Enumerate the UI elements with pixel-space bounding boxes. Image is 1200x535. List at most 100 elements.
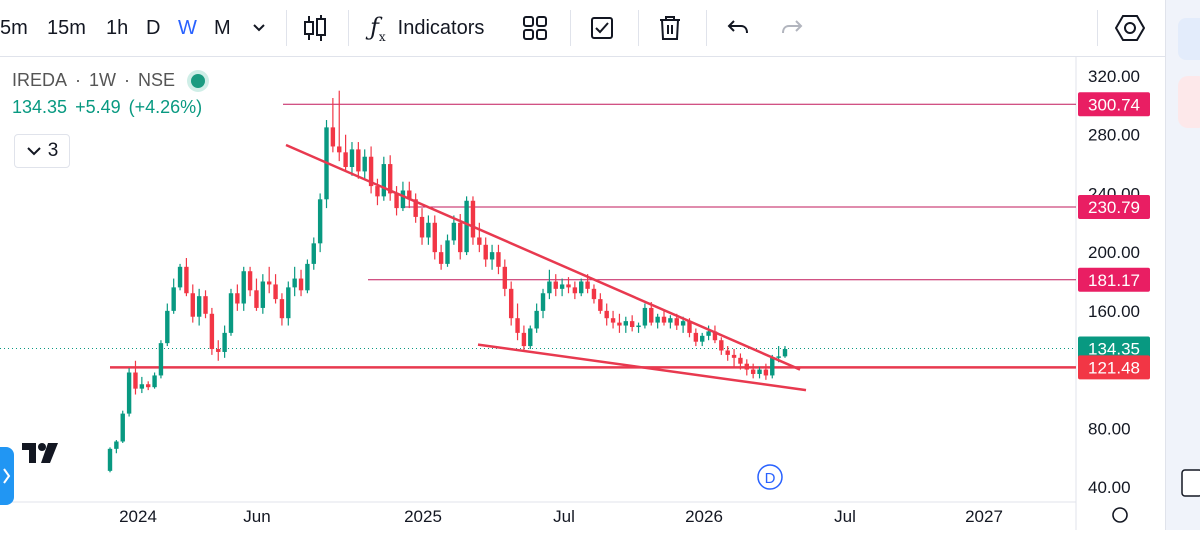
- candle-body: [725, 350, 730, 355]
- indicators-button[interactable]: ƒx Indicators: [370, 0, 484, 56]
- time-axis[interactable]: 2024 Jun 2025 Jul 2026 Jul 2027: [119, 507, 1128, 526]
- undo-icon[interactable]: [726, 0, 750, 56]
- x-tick-label: Jun: [243, 507, 270, 526]
- candle-body: [483, 244, 488, 260]
- price-label-badge: [1078, 267, 1150, 292]
- candle-body: [629, 321, 635, 328]
- candle-body: [464, 200, 469, 253]
- buy-button-edge[interactable]: [1178, 18, 1200, 60]
- symbol-line[interactable]: IREDA · 1W · NSE: [12, 70, 206, 91]
- chart-plot-area: [0, 56, 1077, 530]
- separator-dot: ·: [124, 70, 131, 90]
- interval-15m[interactable]: 15m: [47, 16, 86, 39]
- interval-5m[interactable]: 5m: [0, 16, 28, 39]
- candle-body: [776, 356, 781, 358]
- candle-body: [559, 284, 565, 289]
- interval-1h[interactable]: 1h: [106, 16, 129, 39]
- symbol-exchange: NSE: [138, 70, 176, 90]
- candle-body: [279, 299, 285, 319]
- candle-body: [120, 413, 125, 442]
- panel-toggle-icon[interactable]: [1181, 469, 1200, 497]
- chart-canvas[interactable]: 40.0080.00120.00160.00200.00240.00280.00…: [0, 56, 1165, 530]
- checkbox-alert-icon[interactable]: [590, 0, 614, 56]
- indicators-collapse-button[interactable]: 3: [14, 134, 70, 168]
- candle-body: [763, 369, 769, 376]
- event-markers: D: [757, 464, 783, 490]
- candle-body: [617, 322, 622, 326]
- candle-body: [228, 293, 234, 333]
- candle-body: [572, 287, 578, 294]
- candle-body: [528, 328, 533, 347]
- left-panel-toggle[interactable]: [0, 447, 14, 505]
- candle-body: [330, 127, 336, 147]
- y-tick-label: 280.00: [1088, 126, 1140, 145]
- chevron-down-icon: [26, 147, 41, 156]
- axis-settings-icon[interactable]: [1112, 507, 1128, 523]
- y-tick-label: 200.00: [1088, 243, 1140, 262]
- candle-body: [445, 240, 450, 264]
- candle-body: [337, 146, 342, 153]
- x-tick-label: 2027: [965, 507, 1003, 526]
- candle-body: [273, 284, 278, 300]
- y-tick-label: 160.00: [1088, 302, 1140, 321]
- price-label-text: 300.74: [1088, 95, 1140, 114]
- candle-body: [298, 278, 304, 291]
- candle-body: [712, 331, 718, 341]
- toolbar-divider: [638, 10, 639, 46]
- candle-body: [426, 222, 431, 238]
- redo-icon[interactable]: [780, 0, 804, 56]
- candle-body: [349, 149, 355, 168]
- candle-body: [407, 190, 412, 200]
- interval-d[interactable]: D: [146, 16, 161, 39]
- candle-body: [521, 332, 527, 347]
- candle-body: [700, 335, 705, 342]
- price-label-badge: [1078, 92, 1150, 117]
- candle-body: [438, 252, 444, 264]
- toolbar-divider: [286, 10, 287, 46]
- x-tick-label: 2026: [685, 507, 723, 526]
- last-price: 134.35: [12, 97, 68, 117]
- price-label-text: 134.35: [1088, 340, 1140, 359]
- candle-body: [139, 384, 145, 389]
- sell-button-edge[interactable]: [1178, 76, 1200, 128]
- candle-body: [356, 149, 361, 172]
- upper-trendline: [285, 143, 801, 371]
- dividend-marker-icon[interactable]: [757, 464, 783, 490]
- candle-body: [744, 363, 749, 370]
- price-label-text: 230.79: [1088, 198, 1140, 217]
- price-axis[interactable]: 40.0080.00120.00160.00200.00240.00280.00…: [1078, 67, 1150, 497]
- layout-grid-icon[interactable]: [522, 0, 548, 56]
- indicators-label: Indicators: [397, 16, 485, 39]
- candle-body: [508, 288, 514, 319]
- interval-dropdown-chevron-icon[interactable]: [252, 0, 266, 56]
- candle-body: [171, 287, 176, 311]
- market-status-dot[interactable]: [191, 73, 206, 88]
- candle-body: [394, 193, 399, 209]
- candle-body: [642, 307, 648, 326]
- candle-body: [477, 237, 482, 245]
- candle-body: [566, 284, 571, 288]
- candle-style-icon[interactable]: [302, 0, 328, 56]
- dividend-marker-label: D: [765, 470, 776, 487]
- candle-body: [152, 375, 157, 388]
- candle-body: [247, 271, 253, 291]
- candle-body: [222, 332, 227, 352]
- trash-icon[interactable]: [658, 0, 682, 56]
- interval-w[interactable]: W: [178, 16, 197, 39]
- candle-body: [604, 310, 609, 319]
- x-tick-label: Jul: [834, 507, 856, 526]
- price-change-percent: (+4.26%): [128, 97, 203, 117]
- function-fx-icon: ƒx: [370, 12, 386, 44]
- candle-body: [216, 349, 221, 352]
- candle-body: [636, 325, 641, 328]
- candle-body: [184, 266, 189, 294]
- settings-hexagon-icon[interactable]: [1115, 0, 1145, 56]
- candle-body: [311, 243, 316, 264]
- toolbar-divider: [1097, 10, 1098, 46]
- candle-body: [419, 216, 425, 238]
- candle-body: [146, 384, 151, 388]
- candle-body: [534, 310, 539, 329]
- interval-m[interactable]: M: [214, 16, 231, 39]
- candle-body: [266, 281, 272, 285]
- candle-body: [387, 164, 393, 194]
